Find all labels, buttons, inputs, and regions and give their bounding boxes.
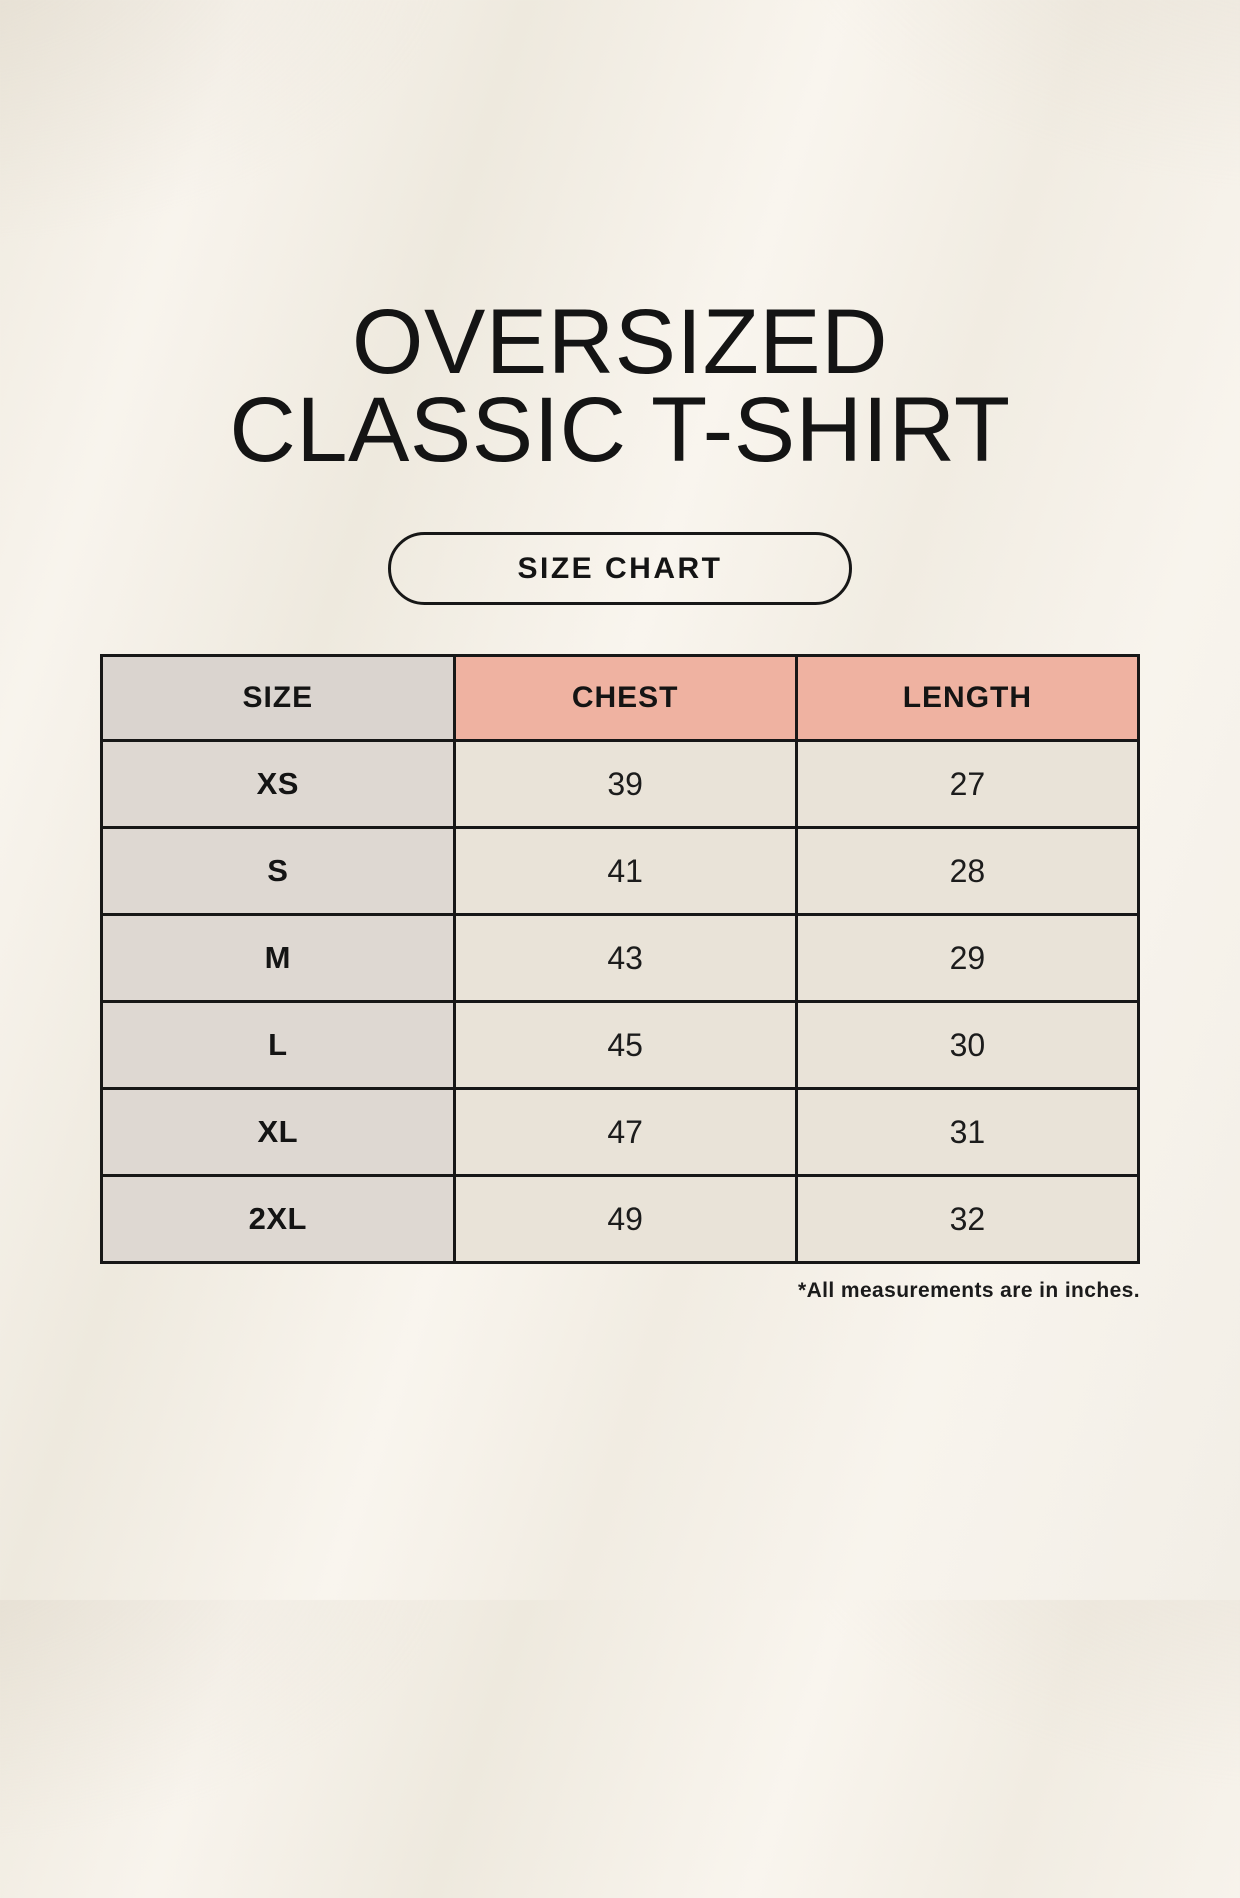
table-header-row: SIZE CHEST LENGTH (100, 654, 1141, 742)
size-table: SIZE CHEST LENGTH XS 39 27 S 41 28 M 43 … (100, 654, 1141, 1264)
measurements-footnote: *All measurements are in inches. (798, 1279, 1140, 1302)
table-row-m: M 43 29 (100, 913, 1141, 1003)
product-title-line2: CLASSIC T-SHIRT (229, 379, 1011, 481)
column-header-length: LENGTH (794, 654, 1141, 742)
table-row-l: L 45 30 (100, 1000, 1141, 1090)
length-cell: 30 (794, 1000, 1141, 1090)
table-row-s: S 41 28 (100, 826, 1141, 916)
size-cell: S (100, 826, 456, 916)
table-row-2xl: 2XL 49 32 (100, 1174, 1141, 1264)
length-cell: 31 (794, 1087, 1141, 1177)
length-cell: 29 (794, 913, 1141, 1003)
column-header-size: SIZE (100, 654, 456, 742)
table-row-xs: XS 39 27 (100, 739, 1141, 829)
size-cell: 2XL (100, 1174, 456, 1264)
size-chart-page: { "header": { "title_line1": "OVERSIZED"… (0, 291, 1240, 1898)
size-cell: XL (100, 1087, 456, 1177)
size-chart-badge[interactable]: SIZE CHART (388, 532, 852, 605)
chest-cell: 49 (452, 1174, 798, 1264)
size-cell: L (100, 1000, 456, 1090)
size-cell: XS (100, 739, 456, 829)
chest-cell: 43 (452, 913, 798, 1003)
chest-cell: 41 (452, 826, 798, 916)
product-title: OVERSIZED CLASSIC T-SHIRT (0, 291, 1240, 481)
table-row-xl: XL 47 31 (100, 1087, 1141, 1177)
length-cell: 28 (794, 826, 1141, 916)
size-chart-badge-label: SIZE CHART (517, 551, 723, 585)
length-cell: 32 (794, 1174, 1141, 1264)
length-cell: 27 (794, 739, 1141, 829)
size-cell: M (100, 913, 456, 1003)
product-title-line1: OVERSIZED (351, 291, 889, 393)
column-header-chest: CHEST (452, 654, 798, 742)
chest-cell: 39 (452, 739, 798, 829)
chest-cell: 47 (452, 1087, 798, 1177)
chest-cell: 45 (452, 1000, 798, 1090)
